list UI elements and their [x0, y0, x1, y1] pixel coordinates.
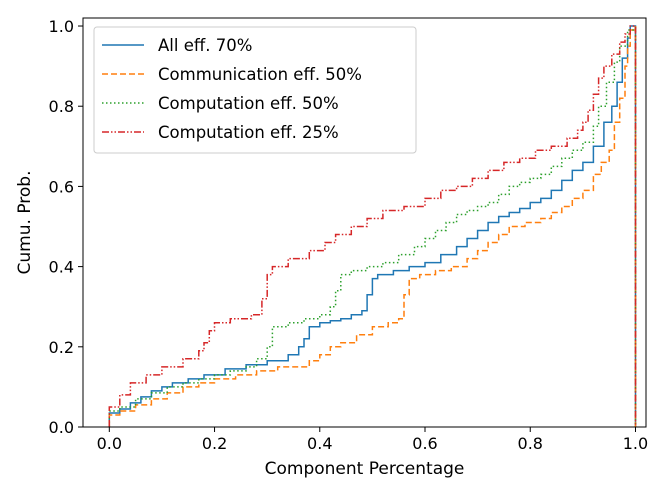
- y-tick-label: 0.0: [49, 418, 74, 437]
- legend: All eff. 70% Communication eff. 50% Comp…: [93, 26, 417, 154]
- x-tick-label: 0.0: [97, 434, 122, 453]
- series-line-computation-eff-25: [108, 25, 637, 427]
- y-tick-label: 0.4: [49, 258, 74, 277]
- legend-label-computation-eff-50: Computation eff. 50%: [158, 94, 339, 113]
- y-tick-label: 0.8: [49, 97, 74, 116]
- series-layer: [108, 25, 637, 427]
- x-axis-label: Component Percentage: [265, 459, 465, 479]
- ticks-layer: 0.0 0.2 0.4 0.6 0.8 1.0 0.0 0.2 0.4 0.6 0.8 1.0: [49, 17, 649, 453]
- series-line-communication-eff-50: [108, 26, 637, 427]
- legend-label-all-eff-70: All eff. 70%: [158, 36, 252, 55]
- legend-label-computation-eff-25: Computation eff. 25%: [158, 123, 339, 142]
- y-tick-label: 0.6: [49, 177, 74, 196]
- y-axis-label: Cumu. Prob.: [15, 171, 35, 275]
- legend-box: [93, 26, 417, 154]
- x-tick-label: 0.8: [518, 434, 543, 453]
- x-tick-label: 0.4: [307, 434, 332, 453]
- series-line-all-eff-70: [108, 25, 637, 427]
- series-line-computation-eff-50: [108, 26, 637, 427]
- legend-label-communication-eff-50: Communication eff. 50%: [158, 65, 362, 84]
- y-tick-label: 0.2: [49, 338, 74, 357]
- x-tick-label: 0.6: [412, 434, 437, 453]
- x-tick-label: 1.0: [623, 434, 648, 453]
- plot-frame: [82, 17, 647, 428]
- x-tick-label: 0.2: [202, 434, 227, 453]
- y-tick-label: 1.0: [49, 17, 74, 36]
